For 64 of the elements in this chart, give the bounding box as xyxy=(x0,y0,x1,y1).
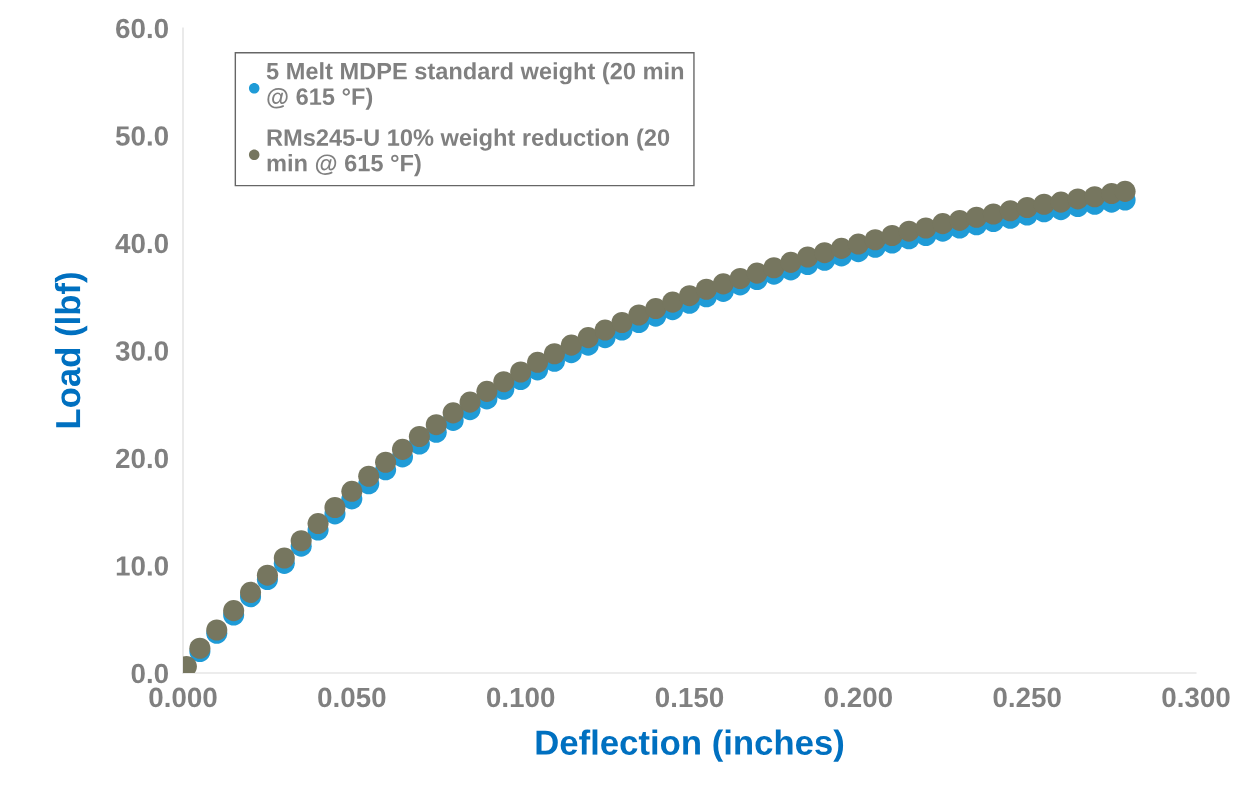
point xyxy=(864,229,886,251)
point xyxy=(746,262,768,284)
point xyxy=(510,361,532,383)
x-tick-label: 0.200 xyxy=(824,687,892,708)
point xyxy=(476,380,498,402)
point xyxy=(847,233,869,255)
point xyxy=(324,496,346,518)
point xyxy=(256,564,278,586)
point xyxy=(999,200,1021,222)
point xyxy=(240,581,262,603)
point xyxy=(459,391,481,413)
point xyxy=(425,414,447,436)
x-tick-label: 0.250 xyxy=(993,687,1061,708)
point xyxy=(763,257,785,279)
point xyxy=(307,513,329,535)
point xyxy=(712,273,734,295)
x-tick-label: 0.100 xyxy=(487,687,555,708)
point xyxy=(527,351,549,373)
point xyxy=(1084,186,1106,208)
point xyxy=(408,425,430,448)
point xyxy=(949,209,971,231)
y-tick-label: 40.0 xyxy=(115,233,168,254)
point xyxy=(442,402,464,424)
point xyxy=(678,285,701,307)
y-tick-label: 30.0 xyxy=(115,341,168,361)
x-tick-label: 0.300 xyxy=(1162,687,1230,708)
legend-label: 5 Melt MDPE standard weight (20 min @ 615 °F) xyxy=(266,62,684,110)
point xyxy=(881,224,903,247)
point xyxy=(830,237,852,259)
y-tick-label: 10.0 xyxy=(116,556,168,576)
point xyxy=(543,343,565,365)
point xyxy=(729,267,751,290)
point xyxy=(628,304,650,326)
point xyxy=(780,251,802,273)
point xyxy=(797,246,819,268)
x-tick-label: 0.050 xyxy=(318,687,386,708)
point xyxy=(1016,196,1038,219)
point xyxy=(611,312,633,334)
point xyxy=(493,371,515,393)
point xyxy=(341,480,363,502)
x-axis-title: Deflection (inches) xyxy=(536,729,844,762)
x-tick-label: 0.150 xyxy=(655,687,724,708)
point xyxy=(290,530,312,552)
point xyxy=(915,217,937,239)
y-tick-label: 60.0 xyxy=(116,18,168,39)
point xyxy=(358,465,380,487)
point xyxy=(577,327,599,349)
y-tick-label: 20.0 xyxy=(116,448,168,469)
y-tick-label: 50.0 xyxy=(115,126,168,146)
point xyxy=(391,438,414,460)
point xyxy=(375,451,397,473)
x-tick-label: 0.000 xyxy=(149,687,217,708)
point xyxy=(645,298,667,320)
legend-label: RMs245-U 10% weight reduction (20 min @ 615 °F) xyxy=(267,128,670,177)
point xyxy=(560,334,582,356)
y-tick-label: 0.0 xyxy=(131,663,168,684)
point xyxy=(594,319,616,341)
point xyxy=(273,547,295,569)
point xyxy=(965,206,988,228)
point xyxy=(1114,180,1136,202)
point xyxy=(662,291,684,313)
point xyxy=(932,213,954,235)
point xyxy=(695,278,717,300)
y-axis-title: Load (lbf) xyxy=(54,273,88,428)
